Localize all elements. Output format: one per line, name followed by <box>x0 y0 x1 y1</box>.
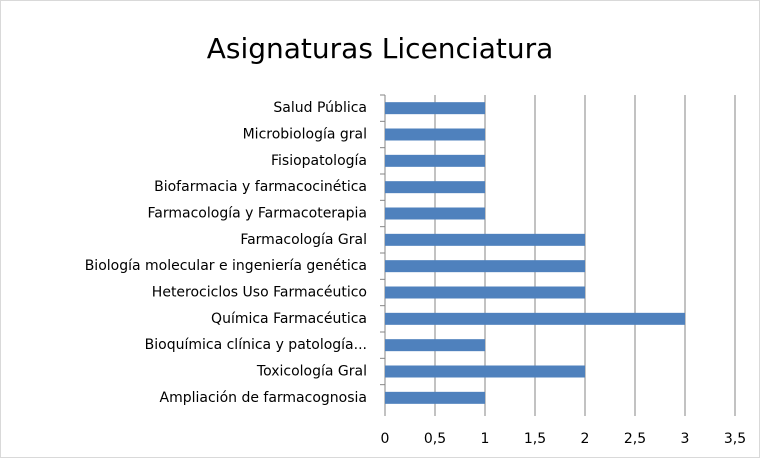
x-tick-label: 1 <box>481 431 490 447</box>
bar <box>385 312 685 325</box>
x-tick-label: 3,5 <box>724 431 746 447</box>
y-tick-label: Farmacología Gral <box>240 232 367 248</box>
y-tick-label: Salud Pública <box>273 100 367 116</box>
y-tick-label: Farmacología y Farmacoterapia <box>148 206 367 222</box>
y-tick-label: Química Farmacéutica <box>211 311 367 327</box>
x-tick-label: 3 <box>681 431 690 447</box>
x-tick-label: 0,5 <box>424 431 446 447</box>
x-tick-label: 0 <box>381 431 390 447</box>
y-tick-label: Bioquímica clínica y patología... <box>145 337 367 353</box>
x-tick-label: 2 <box>581 431 590 447</box>
bar <box>385 233 585 246</box>
bar <box>385 181 485 194</box>
bar <box>385 260 585 273</box>
x-tick-label: 2,5 <box>624 431 646 447</box>
bar <box>385 365 585 378</box>
bar <box>385 154 485 167</box>
bar <box>385 391 485 404</box>
bar <box>385 339 485 352</box>
y-tick-label: Toxicología Gral <box>256 364 367 380</box>
y-tick-label: Microbiología gral <box>243 127 367 143</box>
bar <box>385 128 485 141</box>
bar <box>385 102 485 115</box>
bar <box>385 286 585 299</box>
y-tick-label: Fisiopatología <box>271 153 367 169</box>
y-tick-label: Biofarmacia y farmacocinética <box>154 179 367 195</box>
bar <box>385 207 485 220</box>
y-tick-label: Ampliación de farmacognosia <box>160 390 367 406</box>
x-tick-label: 1,5 <box>524 431 546 447</box>
y-tick-label: Heterociclos Uso Farmacéutico <box>152 285 367 301</box>
y-tick-label: Biología molecular e ingeniería genética <box>85 258 367 274</box>
chart-title: Asignaturas Licenciatura <box>207 32 554 65</box>
